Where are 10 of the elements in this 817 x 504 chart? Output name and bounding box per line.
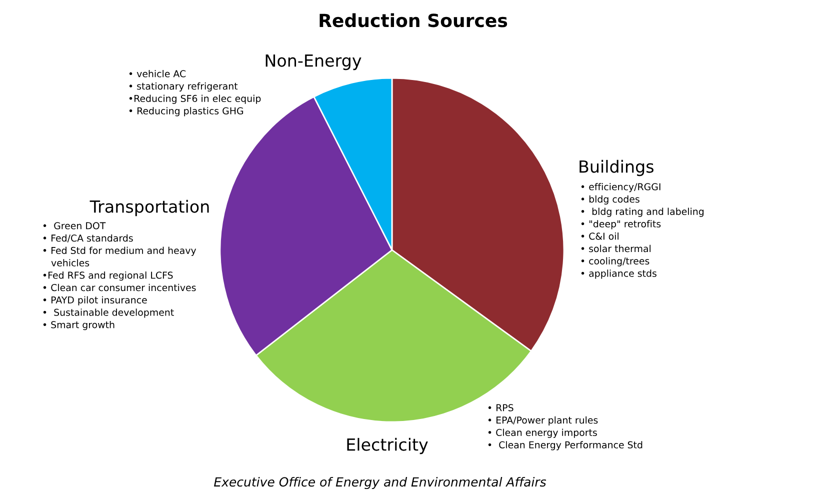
- text: Executive Office of Energy and Environmental Affairs: [214, 476, 546, 490]
- slice-label: Electricity: [347, 438, 428, 454]
- chart-title: Reduction Sources: [320, 13, 508, 28]
- slice-label: Buildings: [580, 160, 654, 176]
- text: • vehicle AC • stationary refrigerant •Reducing SF6 in elec equip • Reducing plastics GHG: [129, 70, 261, 116]
- slice-label: Transportation: [90, 200, 209, 216]
- text: • RPS • EPA/Power plant rules • Clean energy imports • Clean Energy Performance Std: [488, 404, 642, 450]
- text: • efficiency/RGGI • bldg codes • bldg rating and labeling • "deep" retrofits • C&I oil • solar thermal • cooling/trees • appliance stds: [581, 183, 704, 279]
- text: • Green DOT • Fed/CA standards • Fed Std for medium and heavy vehicles •Fed RFS and regional LCFS • Clean car consumer incentives • PAYD pilot insurance • Sustainable development • Smart growth: [43, 222, 196, 330]
- slice-label: Non-Energy: [266, 54, 362, 70]
